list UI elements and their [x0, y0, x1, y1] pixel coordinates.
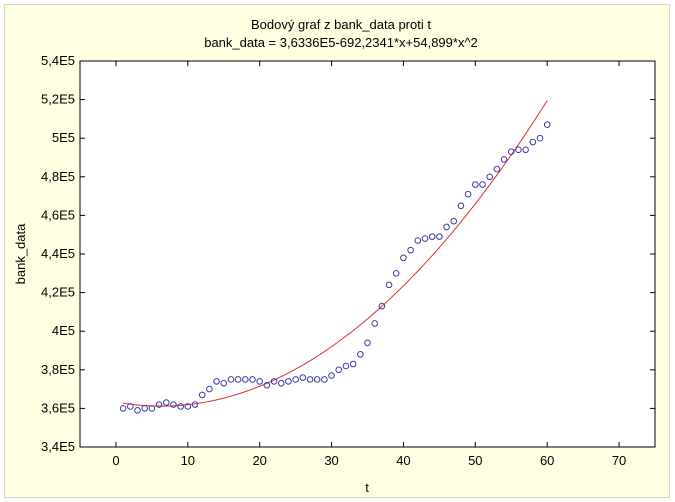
data-point: [457, 202, 465, 210]
data-point: [270, 378, 278, 385]
data-point: [407, 246, 414, 254]
data-point: [428, 233, 436, 240]
x-tick-label: 30: [324, 453, 338, 468]
data-point: [234, 376, 242, 383]
data-point: [479, 181, 486, 188]
data-point: [436, 233, 443, 240]
data-point: [515, 146, 522, 154]
data-point: [285, 378, 292, 385]
data-point: [364, 339, 371, 347]
data-point: [321, 376, 328, 383]
y-tick-label: 4,4E5: [41, 246, 75, 261]
plot-area: [79, 60, 656, 448]
data-point: [472, 181, 479, 188]
y-tick-label: 4,2E5: [41, 285, 75, 300]
data-point: [450, 217, 458, 225]
data-point: [371, 320, 378, 327]
y-axis-label: bank_data: [13, 223, 28, 284]
y-tick-label: 3,4E5: [41, 439, 75, 454]
scatter-chart: Bodový graf z bank_data proti t bank_dat…: [13, 17, 656, 495]
data-point: [292, 376, 299, 383]
x-tick-label: 40: [396, 453, 410, 468]
x-tick-label: 0: [112, 453, 119, 468]
data-point: [206, 385, 213, 393]
data-point: [392, 270, 400, 277]
data-point: [378, 302, 386, 310]
data-point: [155, 401, 163, 408]
data-point: [313, 376, 321, 383]
data-point: [543, 121, 551, 128]
x-tick-label: 60: [540, 453, 554, 468]
data-point: [213, 378, 220, 385]
data-point: [306, 376, 314, 383]
data-point: [357, 351, 364, 358]
data-point: [220, 380, 228, 387]
data-point: [385, 281, 393, 289]
chart-frame: Bodový graf z bank_data proti t bank_dat…: [4, 4, 670, 498]
data-point: [349, 360, 357, 368]
data-point: [536, 134, 544, 142]
fit-layer: [123, 100, 548, 407]
data-point: [299, 374, 307, 381]
x-tick-label: 20: [252, 453, 266, 468]
data-point: [328, 372, 335, 379]
data-point: [500, 156, 508, 163]
data-point: [464, 190, 472, 198]
data-point: [443, 223, 450, 231]
chart-title: Bodový graf z bank_data proti t: [251, 17, 431, 32]
y-tick-label: 5,2E5: [41, 92, 75, 107]
y-tick-label: 5,4E5: [41, 53, 75, 68]
data-point: [184, 403, 192, 410]
data-point: [249, 376, 256, 383]
data-point: [335, 366, 343, 374]
data-point: [529, 138, 537, 146]
fit-curve: [123, 100, 548, 407]
data-point: [242, 376, 249, 383]
data-point: [119, 405, 127, 412]
data-point: [227, 376, 235, 383]
data-point: [162, 399, 170, 406]
data-point: [256, 378, 263, 385]
y-tick-label: 3,8E5: [41, 362, 75, 377]
y-tick-label: 5E5: [52, 130, 75, 145]
data-point: [198, 391, 206, 399]
data-point: [400, 254, 407, 262]
data-point: [493, 165, 501, 173]
data-point: [170, 401, 177, 408]
data-point: [177, 403, 184, 410]
points-layer: [119, 121, 551, 414]
data-point: [127, 403, 134, 410]
data-point: [134, 407, 141, 414]
data-point: [141, 405, 148, 412]
y-tick-label: 4,8E5: [41, 169, 75, 184]
data-point: [414, 237, 422, 244]
x-tick-label: 50: [468, 453, 482, 468]
axes: 0 10 20 30 40 50 60 70 3,4E5 3,6E5 3,8E5 4E5 4,2E5 4,…: [41, 53, 655, 468]
data-point: [421, 235, 429, 242]
x-tick-label: 70: [612, 453, 626, 468]
data-point: [342, 362, 350, 370]
data-point: [263, 381, 271, 389]
x-axis-label: t: [365, 480, 369, 495]
y-tick-label: 3,6E5: [41, 400, 75, 415]
y-tick-label: 4E5: [52, 323, 75, 338]
data-point: [522, 146, 529, 154]
x-tick-label: 10: [181, 453, 195, 468]
data-point: [507, 148, 515, 156]
chart-subtitle: bank_data = 3,6336E5-692,2341*x+54,899*x…: [204, 35, 478, 50]
data-point: [148, 405, 156, 412]
data-point: [191, 401, 199, 408]
y-tick-label: 4,6E5: [41, 207, 75, 222]
data-point: [486, 173, 493, 181]
data-point: [277, 380, 285, 387]
